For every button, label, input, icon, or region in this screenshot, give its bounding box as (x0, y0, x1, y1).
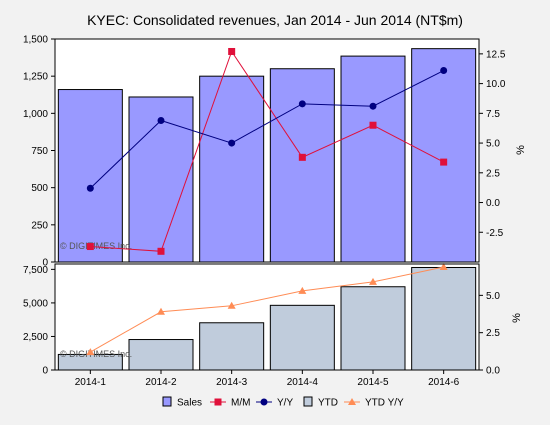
upper-left-tick-label-4: 1,000 (23, 109, 48, 120)
legend-item-ytd-y-y: YTD Y/Y (344, 398, 404, 409)
upper-bar-sales-0 (57, 89, 123, 263)
legend-item-ytd: YTD (303, 396, 338, 409)
upper-point-m-m-0 (86, 243, 94, 251)
upper-left-tick-label-2: 500 (31, 183, 48, 194)
upper-left-tick-label-1: 250 (31, 220, 48, 231)
upper-right-tick-label-5: 10.0 (486, 79, 506, 90)
upper-bar-sales-5 (411, 48, 477, 263)
upper-right-tick-label-1: 0.0 (486, 198, 500, 209)
x-tick-label-0: 2014-1 (75, 377, 107, 388)
upper-point-m-m-3 (298, 153, 306, 161)
lower-point-ytd-y-y-3 (298, 286, 307, 294)
x-tick-label-2: 2014-3 (216, 377, 248, 388)
upper-left-tick-label-5: 1,250 (23, 72, 48, 83)
lower-point-ytd-y-y-2 (227, 301, 236, 309)
upper-right-tick-label-0: -2.5 (486, 228, 504, 239)
lower-right-tick-label-2: 5.0 (486, 291, 500, 302)
upper-line-y-y (89, 70, 444, 189)
lower-left-tick-label-0: 0 (42, 366, 48, 377)
legend-item-sales: Sales (162, 396, 202, 409)
legend-item-ytd-y-y-label: YTD Y/Y (365, 398, 404, 409)
legend-item-ytd-swatch (303, 396, 313, 407)
upper-right-tick-label-3: 5.0 (486, 139, 500, 150)
lower-left-tick-label-1: 2,500 (23, 332, 48, 343)
lower-bar-ytd-3 (269, 304, 335, 371)
upper-right-tick-label-4: 7.5 (486, 109, 500, 120)
upper-right-tick-label-2: 2.5 (486, 168, 500, 179)
upper-point-y-y-1 (157, 116, 165, 124)
lower-watermark: © DIGITIMES Inc. (60, 349, 132, 359)
upper-left-tick-label-0: 0 (42, 258, 48, 269)
upper-left-tick-label-3: 750 (31, 146, 48, 157)
upper-line-m-m (90, 50, 444, 252)
lower-point-ytd-y-y-0 (86, 348, 95, 356)
lower-right-axis-label: % (511, 313, 523, 323)
upper-right-axis-label: % (515, 145, 527, 155)
upper-bar-sales-3 (269, 68, 335, 263)
x-tick-label-4: 2014-5 (357, 377, 389, 388)
upper-point-y-y-4 (369, 102, 377, 110)
legend-item-ytd-label: YTD (318, 398, 338, 409)
lower-bar-ytd-1 (128, 339, 194, 371)
chart-title: KYEC: Consolidated revenues, Jan 2014 - … (87, 12, 463, 28)
x-tick-label-1: 2014-2 (145, 377, 177, 388)
upper-point-y-y-3 (298, 100, 306, 108)
upper-panel: © DIGITIMES Inc. 0 250 500 750 1,000 1,250 1,50… (23, 35, 527, 269)
upper-point-m-m-5 (440, 158, 448, 166)
lower-point-ytd-y-y-5 (439, 262, 448, 270)
lower-right-tick-label-1: 2.5 (486, 328, 500, 339)
upper-bar-sales-1 (128, 96, 194, 263)
legend-item-m-m-label: M/M (231, 398, 250, 409)
lower-bar-ytd-5 (411, 266, 477, 371)
upper-plot-area (55, 39, 479, 262)
x-tick-label-3: 2014-4 (287, 377, 319, 388)
lower-panel: © DIGITIMES Inc. 0 2,500 5,000 7,500 0.0 2.5 5.… (23, 262, 523, 388)
lower-left-tick-label-3: 7,500 (23, 265, 48, 276)
legend-item-m-m-marker (214, 398, 222, 406)
upper-point-y-y-2 (228, 139, 236, 147)
lower-line-ytd-y-y (90, 266, 444, 353)
upper-right-tick-label-6: 12.5 (486, 49, 506, 60)
legend-item-y-y-label: Y/Y (277, 398, 293, 409)
x-tick-label-5: 2014-6 (428, 377, 460, 388)
lower-bar-ytd-2 (199, 322, 265, 371)
upper-point-m-m-4 (369, 121, 377, 129)
upper-point-y-y-5 (440, 67, 448, 75)
upper-point-m-m-1 (157, 247, 165, 255)
lower-point-ytd-y-y-1 (157, 307, 165, 315)
legend-item-m-m: M/M (210, 398, 250, 409)
legend-item-y-y-marker (260, 398, 268, 406)
legend-item-sales-swatch (162, 396, 172, 407)
lower-plot-area (55, 264, 479, 370)
legend-item-ytd-y-y-marker (348, 398, 356, 405)
upper-point-m-m-2 (228, 47, 236, 55)
legend-item-sales-label: Sales (177, 398, 202, 409)
lower-left-tick-label-2: 5,000 (23, 298, 48, 309)
lower-bar-ytd-4 (340, 286, 406, 371)
chart-legend: Sales M/M Y/Y YTD YTD Y/Y (162, 396, 404, 409)
legend-item-y-y: Y/Y (256, 398, 293, 409)
upper-bar-sales-2 (199, 75, 265, 263)
upper-left-tick-label-6: 1,500 (23, 35, 48, 46)
lower-point-ytd-y-y-4 (369, 277, 377, 285)
upper-watermark: © DIGITIMES Inc. (60, 241, 132, 251)
lower-plot-frame (54, 263, 480, 371)
lower-right-tick-label-0: 0.0 (486, 366, 500, 377)
upper-bar-sales-4 (340, 55, 406, 263)
upper-point-y-y-0 (86, 184, 94, 192)
